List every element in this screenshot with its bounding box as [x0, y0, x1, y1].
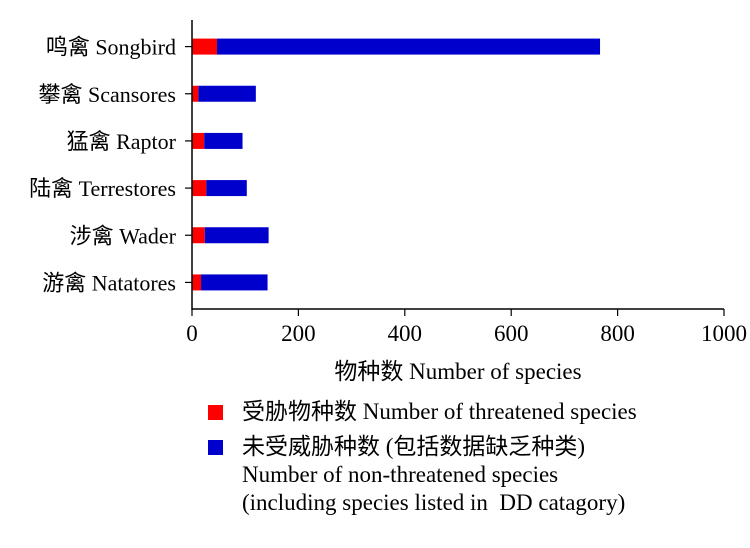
bar-non-threatened-4 — [204, 227, 269, 244]
legend-label-non-threatened-line1: 未受威胁种数 (包括数据缺乏种类) — [242, 434, 586, 459]
y-tick-label: 攀禽 Scansores — [39, 82, 176, 107]
y-tick-label: 猛禽 Raptor — [67, 129, 177, 154]
bar-threatened-3 — [192, 180, 207, 197]
x-tick-label: 800 — [600, 321, 635, 346]
legend-swatch-non-threatened — [208, 440, 223, 455]
bar-threatened-5 — [192, 274, 202, 291]
x-tick-label: 600 — [494, 321, 529, 346]
legend-swatch-threatened — [208, 405, 223, 420]
x-tick-label: 400 — [388, 321, 423, 346]
x-ticks: 0 200 400 600 800 1000 — [186, 309, 747, 346]
y-tick-label: 涉禽 Wader — [70, 223, 177, 248]
y-tick-label: 鸣禽 Songbird — [46, 35, 176, 60]
bar-threatened-1 — [192, 85, 199, 102]
y-ticks: 鸣禽 Songbird 攀禽 Scansores 猛禽 Raptor 陆禽 Terre… — [29, 35, 192, 295]
bar-non-threatened-0 — [217, 38, 601, 55]
bars-layer — [192, 38, 601, 291]
legend: 受胁物种数 Number of threatened species 未受威胁种… — [208, 398, 637, 517]
y-tick-label: 游禽 Natatores — [42, 270, 176, 295]
legend-item-non-threatened: 未受威胁种数 (包括数据缺乏种类) Number of non-threaten… — [208, 433, 637, 517]
y-tick-label: 陆禽 Terrestores — [29, 176, 176, 201]
bar-threatened-0 — [192, 38, 218, 55]
x-tick-label: 0 — [186, 321, 198, 346]
bar-non-threatened-1 — [198, 85, 256, 102]
legend-item-threatened: 受胁物种数 Number of threatened species — [208, 398, 637, 426]
bar-threatened-4 — [192, 227, 205, 244]
bar-non-threatened-3 — [206, 180, 247, 197]
x-tick-label: 200 — [281, 321, 316, 346]
legend-label-non-threatened-line2: Number of non-threatened species — [242, 462, 559, 487]
bar-threatened-2 — [192, 132, 205, 149]
legend-label-non-threatened-line3: (including species listed in DD catagory… — [242, 490, 626, 515]
legend-label-threatened: 受胁物种数 Number of threatened species — [242, 399, 637, 424]
x-axis-title: 物种数 Number of species — [334, 359, 581, 384]
x-tick-label: 1000 — [701, 321, 747, 346]
bar-non-threatened-5 — [201, 274, 268, 291]
bar-non-threatened-2 — [204, 132, 243, 149]
